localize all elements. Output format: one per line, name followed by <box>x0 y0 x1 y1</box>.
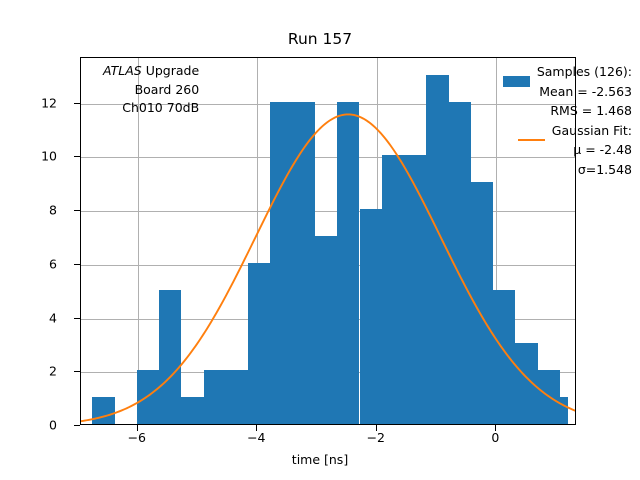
upgrade-label: Upgrade <box>145 63 200 78</box>
legend-fit-header: Gaussian Fit: <box>551 122 632 138</box>
board-label: Board <box>134 81 172 97</box>
histogram-bar <box>404 155 427 424</box>
x-axis-tick-label: 0 <box>491 430 500 445</box>
histogram-bar <box>248 262 271 424</box>
legend-line-fit <box>517 139 545 141</box>
y-axis-tick-mark <box>74 371 80 373</box>
y-axis-tick-label: 0 <box>49 417 57 433</box>
y-axis-tick-label: 12 <box>41 95 57 111</box>
histogram-bar <box>448 101 471 424</box>
legend-mean-text: Mean = -2.563 <box>539 83 632 99</box>
gridline-vertical <box>257 58 259 424</box>
histogram-bar <box>426 74 449 424</box>
y-axis-tick-label: 10 <box>41 148 57 164</box>
annotation-line-2: Board 260 <box>103 81 200 100</box>
legend-rms-text: RMS = 1.468 <box>550 103 632 118</box>
histogram-bar <box>136 370 160 424</box>
legend-sigma-text: σ=1.548 <box>577 161 632 177</box>
x-axis-tick-label: −6 <box>127 430 147 445</box>
histogram-bar <box>515 343 538 424</box>
y-axis-tick-mark <box>74 425 80 426</box>
annotation-line-1: ATLAS Upgrade <box>103 62 199 81</box>
y-axis-tick-label: 6 <box>49 256 57 272</box>
histogram-bar <box>159 289 182 424</box>
x-axis-label: time [ns] <box>291 452 349 467</box>
histogram-bar <box>203 370 226 424</box>
y-axis-tick-mark <box>74 263 80 265</box>
chart-legend: Samples (126): Mean = -2.563 RMS = 1.468… <box>502 62 632 180</box>
x-axis-tick-label: −4 <box>247 430 266 445</box>
gridline-vertical <box>137 58 139 424</box>
y-axis-tick-label: 4 <box>49 310 57 326</box>
gridline-horizontal <box>81 103 575 105</box>
chart-title: Run 157 <box>287 30 353 48</box>
y-axis-tick-mark <box>74 156 80 158</box>
x-axis-tick-label: −2 <box>366 430 386 445</box>
histogram-bar <box>337 101 360 424</box>
histogram-bar <box>315 236 338 424</box>
gridline-horizontal <box>81 211 575 213</box>
histogram-bar <box>470 182 494 424</box>
plot-area <box>80 57 576 425</box>
legend-swatch-histogram <box>502 76 530 87</box>
legend-sigma-row: σ=1.548 <box>503 160 632 180</box>
histogram-bar <box>493 289 516 424</box>
y-axis-tick-mark <box>74 317 80 319</box>
legend-entry-samples: Samples (126): Mean = -2.563 <box>502 62 632 101</box>
channel-label: Ch010 <box>122 100 163 115</box>
histogram-bar <box>225 370 249 424</box>
y-axis-tick-mark <box>74 102 80 104</box>
legend-rms-row: RMS = 1.468 <box>503 101 632 121</box>
atlas-annotation: ATLAS Upgrade Board 260 Ch010 70dB <box>103 62 199 118</box>
x-axis-tick-mark <box>256 425 258 431</box>
gridline-vertical <box>496 58 498 424</box>
x-axis-tick-mark <box>136 425 138 431</box>
atlas-label: ATLAS <box>103 63 142 78</box>
histogram-bar <box>181 397 204 424</box>
annotation-line-3: Ch010 70dB <box>103 99 199 118</box>
histogram-bar <box>270 101 293 424</box>
y-axis-tick-mark <box>74 210 80 212</box>
histogram-bar <box>292 101 315 424</box>
histogram-bar <box>359 209 382 424</box>
legend-samples-header: Samples (126): <box>536 64 632 79</box>
x-axis-tick-mark <box>375 425 377 431</box>
gaussian-fit-curve <box>81 113 575 423</box>
histogram-bar <box>559 397 568 424</box>
legend-mu-text: μ = -2.48 <box>573 142 632 157</box>
gridline-horizontal <box>81 157 575 159</box>
gain-label: 70dB <box>166 100 200 115</box>
y-axis-tick-label: 2 <box>49 363 57 379</box>
board-value: 260 <box>175 81 200 97</box>
legend-entry-fit: Gaussian Fit: μ = -2.48 <box>503 121 632 160</box>
histogram-bar <box>381 155 404 424</box>
y-axis-tick-label: 8 <box>49 202 57 218</box>
x-axis-tick-mark <box>495 425 497 431</box>
